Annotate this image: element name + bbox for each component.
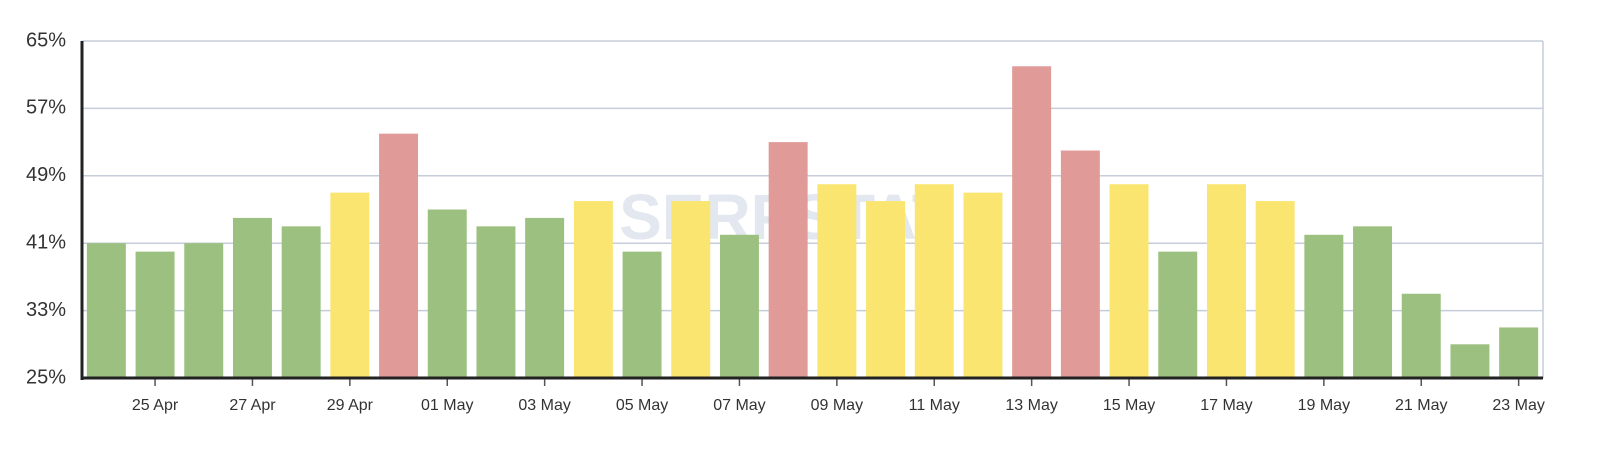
bar <box>281 226 321 378</box>
y-tick-label: 65% <box>26 29 66 51</box>
x-tick-label: 17 May <box>1200 397 1252 414</box>
bar <box>184 243 224 378</box>
bar <box>1499 327 1539 378</box>
bar <box>1401 293 1441 378</box>
bar <box>86 243 126 378</box>
bar <box>719 234 759 378</box>
bar <box>1158 251 1198 378</box>
bar <box>427 209 467 378</box>
x-tick-label: 01 May <box>421 397 473 414</box>
bar <box>622 251 662 378</box>
y-tick-label: 41% <box>26 231 66 253</box>
x-tick-label: 03 May <box>518 397 570 414</box>
bar <box>379 133 419 378</box>
bar <box>1012 66 1052 379</box>
bar <box>963 192 1003 378</box>
bar <box>1255 201 1295 378</box>
bar <box>768 142 808 378</box>
y-tick-label: 33% <box>26 299 66 321</box>
bar <box>866 201 906 378</box>
x-tick-label: 15 May <box>1103 397 1155 414</box>
bar <box>671 201 711 378</box>
x-tick-label: 21 May <box>1395 397 1447 414</box>
bar <box>817 184 857 378</box>
x-tick-label: 23 May <box>1492 397 1544 414</box>
bar <box>330 192 370 378</box>
x-tick-label: 13 May <box>1005 397 1057 414</box>
bar <box>914 184 954 378</box>
x-tick-label: 27 Apr <box>229 397 276 414</box>
x-tick-label: 29 Apr <box>327 397 374 414</box>
y-tick-label: 57% <box>26 97 66 119</box>
bar <box>135 251 175 378</box>
x-tick-label: 09 May <box>811 397 863 414</box>
x-tick-label: 19 May <box>1298 397 1350 414</box>
bar <box>232 217 272 378</box>
bar <box>1060 150 1100 378</box>
bar <box>1450 344 1490 378</box>
bar <box>1304 234 1344 378</box>
x-tick-label: 05 May <box>616 397 668 414</box>
x-tick-label: 25 Apr <box>132 397 179 414</box>
bar <box>1206 184 1246 378</box>
bar <box>573 201 613 378</box>
x-tick-label: 11 May <box>909 397 960 414</box>
y-tick-label: 25% <box>26 366 66 388</box>
bar <box>1353 226 1393 378</box>
y-tick-label: 49% <box>26 164 66 186</box>
bar <box>525 217 565 378</box>
bar <box>1109 184 1149 378</box>
x-tick-label: 07 May <box>713 397 765 414</box>
bar <box>476 226 516 378</box>
